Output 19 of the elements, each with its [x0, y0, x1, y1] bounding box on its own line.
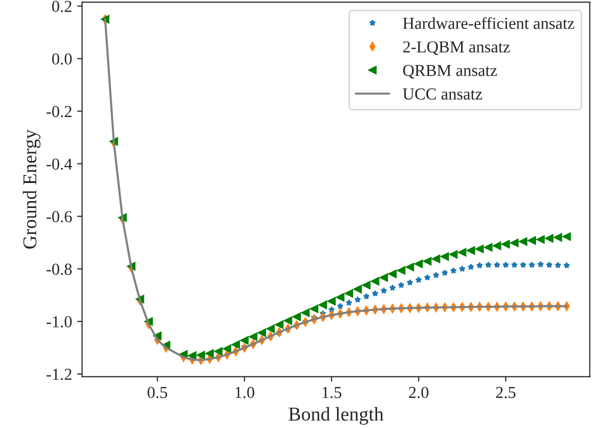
y-tick-label: -1.0	[46, 316, 72, 328]
legend-label: Hardware-efficient ansatz	[402, 17, 574, 29]
y-tick-label: -0.8	[46, 264, 72, 275]
y-tick-label: 0.2	[52, 0, 72, 12]
x-tick-label: 0.5	[148, 386, 168, 398]
y-tick-label: -0.4	[46, 158, 72, 170]
y-tick-label: -0.6	[46, 211, 72, 222]
x-tick-label: 1.5	[322, 386, 342, 398]
x-tick-label: 1.0	[236, 386, 254, 398]
y-tick-label: 0.0	[52, 53, 72, 65]
y-tick-label: -1.2	[46, 368, 72, 380]
x-tick-label: 2.5	[496, 386, 516, 398]
y-tick-label: -0.2	[46, 106, 72, 118]
legend-label: 2-LQBM ansatz	[403, 41, 510, 56]
x-tick-label: 2.0	[408, 386, 428, 398]
legend-label: QRBM ansatz	[403, 64, 497, 79]
legend-label: UCC ansatz	[402, 88, 482, 100]
x-axis-title: Bond length	[288, 407, 384, 425]
y-axis-title: Ground Energy	[22, 129, 40, 249]
